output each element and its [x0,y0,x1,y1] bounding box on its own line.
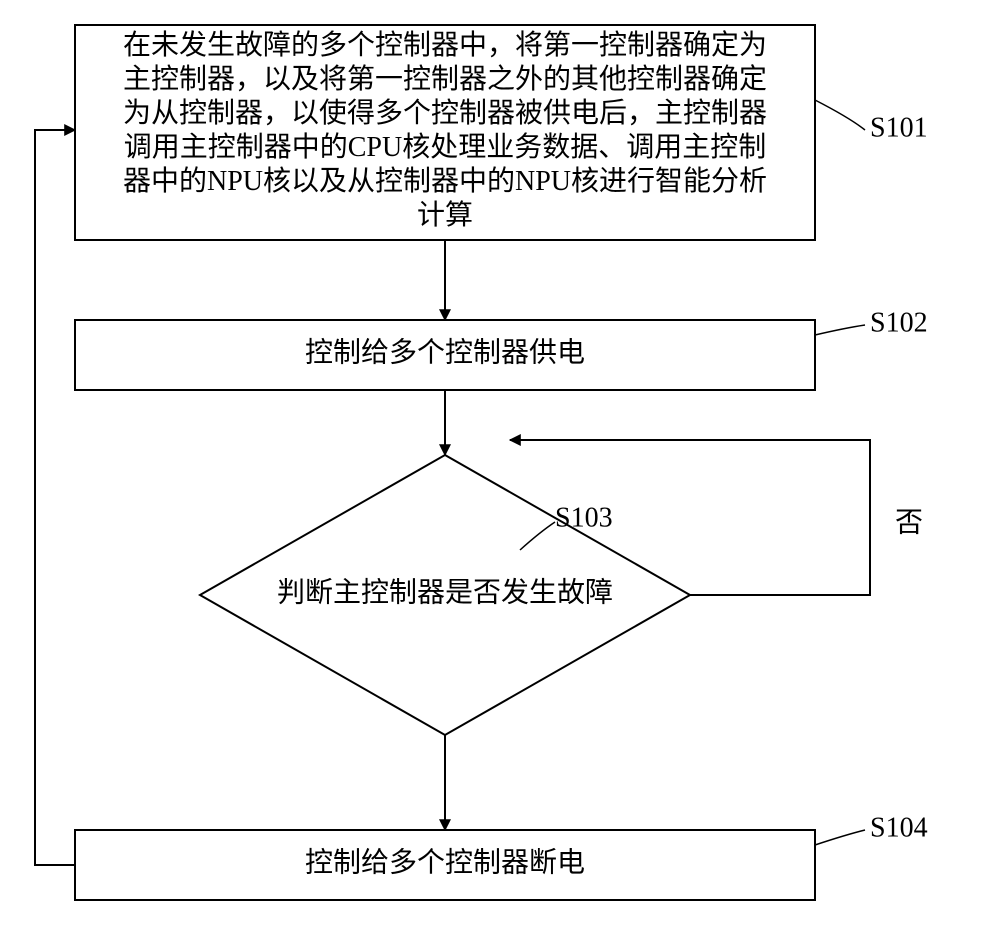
s102-label: S102 [870,307,928,338]
edge-3-label: 否 [895,507,923,538]
s101-text-line-1: 主控制器，以及将第一控制器之外的其他控制器确定 [123,63,767,95]
s103-text-line-0: 判断主控制器是否发生故障 [277,576,613,608]
s103-label: S103 [555,502,613,533]
s101-text-line-5: 计算 [417,199,473,231]
s104-label: S104 [870,812,928,843]
edge-4 [35,130,75,865]
flowchart-canvas: 在未发生故障的多个控制器中，将第一控制器确定为主控制器，以及将第一控制器之外的其… [0,0,1000,931]
s102-leader [815,325,865,335]
s101-text-line-0: 在未发生故障的多个控制器中，将第一控制器确定为 [123,29,767,61]
s101-text-line-3: 调用主控制器中的CPU核处理业务数据、调用主控制 [124,131,766,163]
s101-text-line-2: 为从控制器，以使得多个控制器被供电后，主控制器 [123,97,767,129]
s104-leader [815,830,865,845]
s101-text-line-4: 器中的NPU核以及从控制器中的NPU核进行智能分析 [123,165,767,197]
s101-leader [815,100,865,130]
s103-leader [520,522,555,550]
s101-label: S101 [870,112,928,143]
s104-text-line-0: 控制给多个控制器断电 [305,846,585,878]
s102-text-line-0: 控制给多个控制器供电 [305,336,585,368]
